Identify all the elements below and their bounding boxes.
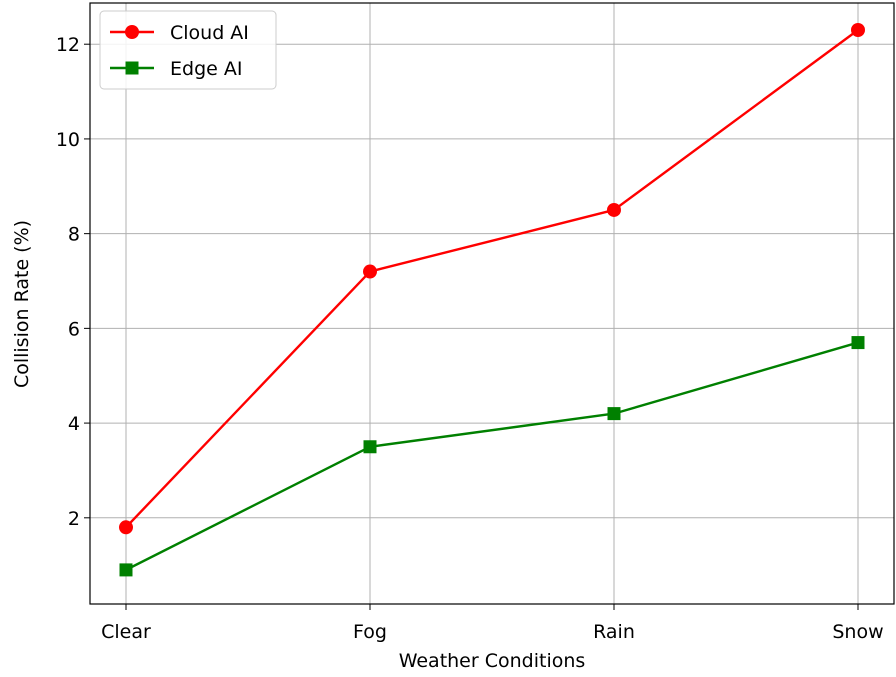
cloud-ai-point: [851, 22, 865, 37]
cloud-ai-point: [119, 520, 133, 535]
y-tick-label: 10: [56, 129, 80, 151]
edge-ai-point: [119, 563, 133, 577]
legend-label: Edge AI: [170, 58, 242, 80]
x-tick-label: Snow: [832, 621, 883, 643]
legend: Cloud AI Edge AI: [99, 10, 277, 90]
axis-ticks: Clear Fog Rain Snow 2 4 6 8 10 12: [56, 34, 884, 643]
legend-label: Cloud AI: [170, 22, 249, 44]
cloud-ai-point: [607, 202, 621, 217]
legend-marker: [125, 25, 139, 39]
plot-frame: [89, 2, 895, 605]
x-tick-label: Clear: [101, 621, 151, 643]
y-tick-label: 8: [68, 224, 80, 246]
x-tick-label: Rain: [593, 621, 635, 643]
cloud-ai-line: [125, 29, 859, 529]
y-tick-label: 4: [68, 413, 80, 435]
y-tick-label: 12: [56, 34, 80, 56]
legend-marker: [125, 61, 139, 75]
legend-box: [99, 10, 277, 90]
x-axis-label: Weather Conditions: [399, 650, 586, 672]
edge-ai-point: [851, 336, 865, 350]
data-series: [119, 22, 865, 577]
y-tick-label: 2: [68, 508, 80, 530]
x-tick-label: Fog: [353, 621, 387, 643]
y-axis-label: Collision Rate (%): [11, 220, 33, 388]
cloud-ai-point: [363, 264, 377, 279]
edge-ai-point: [607, 407, 621, 421]
y-tick-label: 6: [68, 318, 80, 340]
edge-ai-point: [363, 440, 377, 454]
edge-ai-line: [125, 341, 859, 571]
